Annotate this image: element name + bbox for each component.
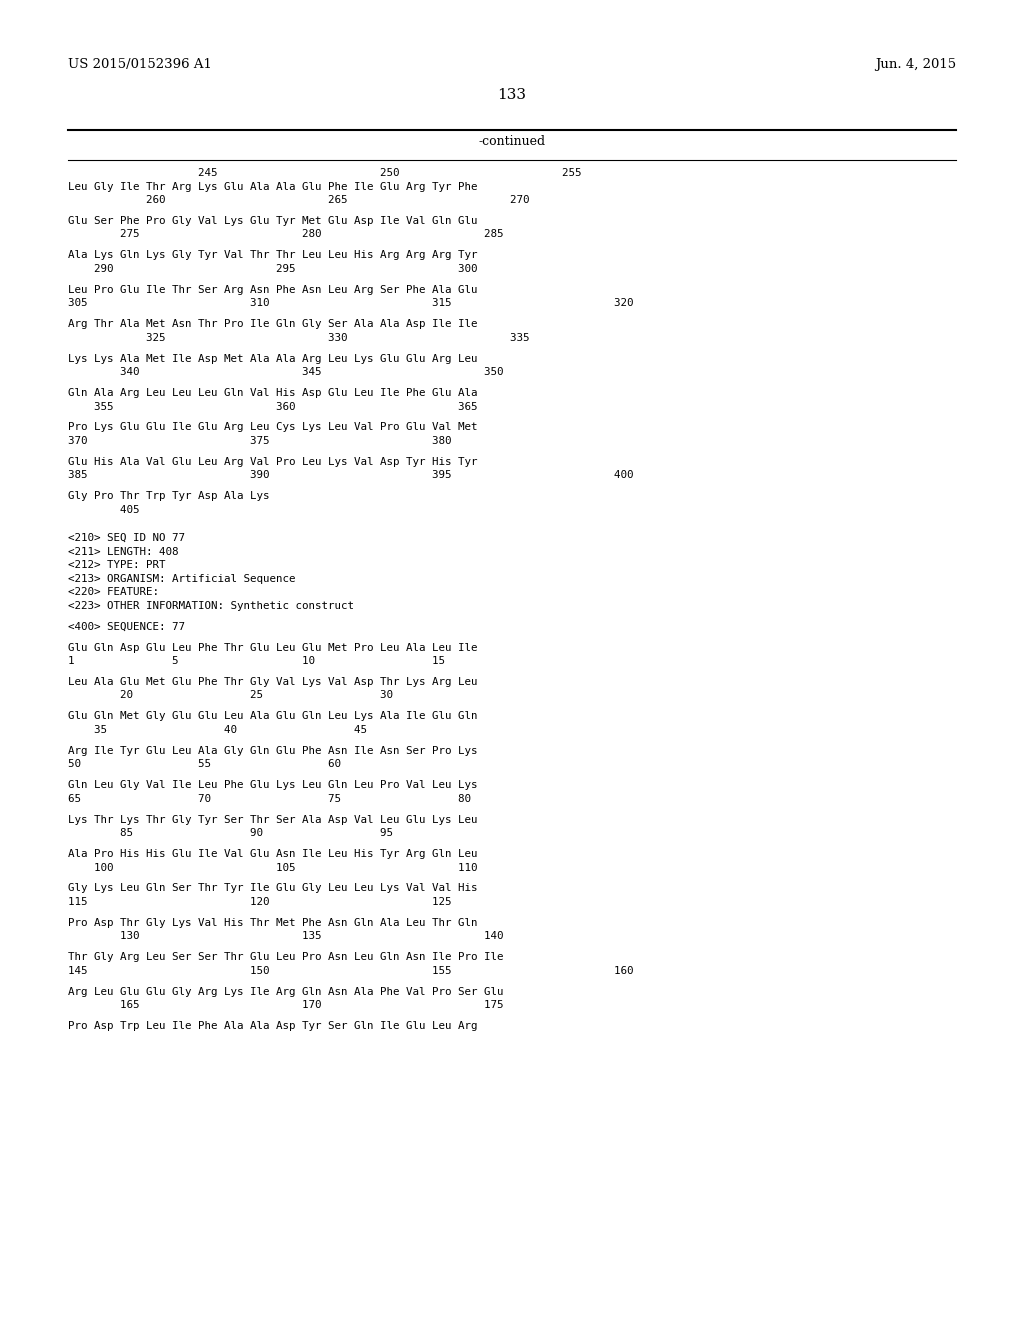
Text: <220> FEATURE:: <220> FEATURE: xyxy=(68,587,159,597)
Text: 50                  55                  60: 50 55 60 xyxy=(68,759,341,770)
Text: 325                         330                         335: 325 330 335 xyxy=(68,333,529,343)
Text: 405: 405 xyxy=(68,504,139,515)
Text: 275                         280                         285: 275 280 285 xyxy=(68,230,504,239)
Text: <213> ORGANISM: Artificial Sequence: <213> ORGANISM: Artificial Sequence xyxy=(68,574,296,583)
Text: 145                         150                         155                     : 145 150 155 xyxy=(68,966,634,975)
Text: Thr Gly Arg Leu Ser Ser Thr Glu Leu Pro Asn Leu Gln Asn Ile Pro Ile: Thr Gly Arg Leu Ser Ser Thr Glu Leu Pro … xyxy=(68,952,504,962)
Text: Leu Gly Ile Thr Arg Lys Glu Ala Ala Glu Phe Ile Glu Arg Tyr Phe: Leu Gly Ile Thr Arg Lys Glu Ala Ala Glu … xyxy=(68,181,477,191)
Text: Jun. 4, 2015: Jun. 4, 2015 xyxy=(874,58,956,71)
Text: Lys Thr Lys Thr Gly Tyr Ser Thr Ser Ala Asp Val Leu Glu Lys Leu: Lys Thr Lys Thr Gly Tyr Ser Thr Ser Ala … xyxy=(68,814,477,825)
Text: 35                  40                  45: 35 40 45 xyxy=(68,725,367,735)
Text: 290                         295                         300: 290 295 300 xyxy=(68,264,477,273)
Text: Glu Ser Phe Pro Gly Val Lys Glu Tyr Met Glu Asp Ile Val Gln Glu: Glu Ser Phe Pro Gly Val Lys Glu Tyr Met … xyxy=(68,216,477,226)
Text: 100                         105                         110: 100 105 110 xyxy=(68,862,477,873)
Text: 20                  25                  30: 20 25 30 xyxy=(68,690,393,701)
Text: 385                         390                         395                     : 385 390 395 xyxy=(68,470,634,480)
Text: Gln Ala Arg Leu Leu Leu Gln Val His Asp Glu Leu Ile Phe Glu Ala: Gln Ala Arg Leu Leu Leu Gln Val His Asp … xyxy=(68,388,477,399)
Text: 305                         310                         315                     : 305 310 315 xyxy=(68,298,634,309)
Text: <212> TYPE: PRT: <212> TYPE: PRT xyxy=(68,560,166,570)
Text: Gly Lys Leu Gln Ser Thr Tyr Ile Glu Gly Leu Leu Lys Val Val His: Gly Lys Leu Gln Ser Thr Tyr Ile Glu Gly … xyxy=(68,883,477,894)
Text: <223> OTHER INFORMATION: Synthetic construct: <223> OTHER INFORMATION: Synthetic const… xyxy=(68,601,354,611)
Text: 260                         265                         270: 260 265 270 xyxy=(68,195,529,205)
Text: -continued: -continued xyxy=(478,135,546,148)
Text: Glu His Ala Val Glu Leu Arg Val Pro Leu Lys Val Asp Tyr His Tyr: Glu His Ala Val Glu Leu Arg Val Pro Leu … xyxy=(68,457,477,467)
Text: Gly Pro Thr Trp Tyr Asp Ala Lys: Gly Pro Thr Trp Tyr Asp Ala Lys xyxy=(68,491,269,502)
Text: US 2015/0152396 A1: US 2015/0152396 A1 xyxy=(68,58,212,71)
Text: Leu Ala Glu Met Glu Phe Thr Gly Val Lys Val Asp Thr Lys Arg Leu: Leu Ala Glu Met Glu Phe Thr Gly Val Lys … xyxy=(68,677,477,686)
Text: Pro Lys Glu Glu Ile Glu Arg Leu Cys Lys Leu Val Pro Glu Val Met: Pro Lys Glu Glu Ile Glu Arg Leu Cys Lys … xyxy=(68,422,477,433)
Text: 85                  90                  95: 85 90 95 xyxy=(68,828,393,838)
Text: <210> SEQ ID NO 77: <210> SEQ ID NO 77 xyxy=(68,533,185,543)
Text: 1               5                   10                  15: 1 5 10 15 xyxy=(68,656,445,667)
Text: Leu Pro Glu Ile Thr Ser Arg Asn Phe Asn Leu Arg Ser Phe Ala Glu: Leu Pro Glu Ile Thr Ser Arg Asn Phe Asn … xyxy=(68,285,477,294)
Text: Glu Gln Asp Glu Leu Phe Thr Glu Leu Glu Met Pro Leu Ala Leu Ile: Glu Gln Asp Glu Leu Phe Thr Glu Leu Glu … xyxy=(68,643,477,652)
Text: Ala Lys Gln Lys Gly Tyr Val Thr Thr Leu Leu His Arg Arg Arg Tyr: Ala Lys Gln Lys Gly Tyr Val Thr Thr Leu … xyxy=(68,251,477,260)
Text: 165                         170                         175: 165 170 175 xyxy=(68,1001,504,1010)
Text: 115                         120                         125: 115 120 125 xyxy=(68,898,452,907)
Text: 340                         345                         350: 340 345 350 xyxy=(68,367,504,378)
Text: 133: 133 xyxy=(498,88,526,102)
Text: 245                         250                         255: 245 250 255 xyxy=(68,168,582,178)
Text: 65                  70                  75                  80: 65 70 75 80 xyxy=(68,793,471,804)
Text: Arg Ile Tyr Glu Leu Ala Gly Gln Glu Phe Asn Ile Asn Ser Pro Lys: Arg Ile Tyr Glu Leu Ala Gly Gln Glu Phe … xyxy=(68,746,477,756)
Text: 130                         135                         140: 130 135 140 xyxy=(68,932,504,941)
Text: Ala Pro His His Glu Ile Val Glu Asn Ile Leu His Tyr Arg Gln Leu: Ala Pro His His Glu Ile Val Glu Asn Ile … xyxy=(68,849,477,859)
Text: Arg Leu Glu Glu Gly Arg Lys Ile Arg Gln Asn Ala Phe Val Pro Ser Glu: Arg Leu Glu Glu Gly Arg Lys Ile Arg Gln … xyxy=(68,987,504,997)
Text: 370                         375                         380: 370 375 380 xyxy=(68,436,452,446)
Text: Gln Leu Gly Val Ile Leu Phe Glu Lys Leu Gln Leu Pro Val Leu Lys: Gln Leu Gly Val Ile Leu Phe Glu Lys Leu … xyxy=(68,780,477,791)
Text: Lys Lys Ala Met Ile Asp Met Ala Ala Arg Leu Lys Glu Glu Arg Leu: Lys Lys Ala Met Ile Asp Met Ala Ala Arg … xyxy=(68,354,477,363)
Text: Pro Asp Trp Leu Ile Phe Ala Ala Asp Tyr Ser Gln Ile Glu Leu Arg: Pro Asp Trp Leu Ile Phe Ala Ala Asp Tyr … xyxy=(68,1022,477,1031)
Text: Arg Thr Ala Met Asn Thr Pro Ile Gln Gly Ser Ala Ala Asp Ile Ile: Arg Thr Ala Met Asn Thr Pro Ile Gln Gly … xyxy=(68,319,477,329)
Text: <211> LENGTH: 408: <211> LENGTH: 408 xyxy=(68,546,178,557)
Text: 355                         360                         365: 355 360 365 xyxy=(68,401,477,412)
Text: <400> SEQUENCE: 77: <400> SEQUENCE: 77 xyxy=(68,622,185,631)
Text: Glu Gln Met Gly Glu Glu Leu Ala Glu Gln Leu Lys Ala Ile Glu Gln: Glu Gln Met Gly Glu Glu Leu Ala Glu Gln … xyxy=(68,711,477,721)
Text: Pro Asp Thr Gly Lys Val His Thr Met Phe Asn Gln Ala Leu Thr Gln: Pro Asp Thr Gly Lys Val His Thr Met Phe … xyxy=(68,917,477,928)
